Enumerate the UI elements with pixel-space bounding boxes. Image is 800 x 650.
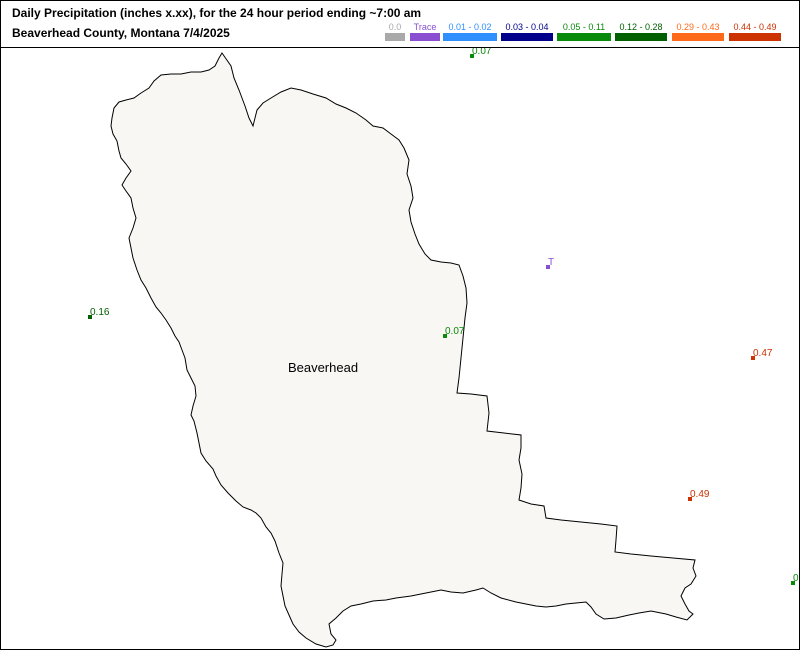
legend-swatch (410, 33, 440, 41)
legend-item: 0.29 - 0.43 (672, 22, 724, 42)
legend-swatch (615, 33, 667, 41)
station-value-label: 0.07 (472, 48, 492, 57)
legend-label: 0.01 - 0.02 (448, 22, 492, 32)
legend-label: 0.44 - 0.49 (733, 22, 777, 32)
legend-item: Trace (410, 22, 440, 42)
legend-swatch (557, 33, 611, 41)
legend-label: 0.03 - 0.04 (505, 22, 549, 32)
station-dot (791, 581, 795, 585)
station-dot (546, 265, 550, 269)
legend-item: 0.0 (385, 22, 405, 42)
station-dot (751, 356, 755, 360)
legend-item: 0.03 - 0.04 (501, 22, 553, 42)
station-value-label: 0.07 (445, 326, 465, 337)
legend-swatch (672, 33, 724, 41)
legend-label: Trace (413, 22, 437, 32)
station-dot (688, 497, 692, 501)
legend-label: 0.0 (388, 22, 402, 32)
legend-swatch (443, 33, 497, 41)
legend-swatch (729, 33, 781, 41)
county-map: Beaverhead 0.07 T 0.16 0.07 0.47 0.49 0 (88, 48, 799, 648)
legend-swatch (501, 33, 553, 41)
station-value-label: 0.49 (690, 489, 710, 500)
station-dot (443, 334, 447, 338)
legend-label: 0.05 - 0.11 (562, 22, 606, 32)
station-dot (470, 54, 474, 58)
legend-swatch (385, 33, 405, 41)
legend-item: 0.44 - 0.49 (729, 22, 781, 42)
station-value-label: T (548, 257, 554, 268)
county-outline-beaverhead (110, 52, 697, 648)
legend-item: 0.12 - 0.28 (615, 22, 667, 42)
station-value-label: 0 (793, 573, 799, 584)
legend-label: 0.12 - 0.28 (619, 22, 663, 32)
legend-item: 0.05 - 0.11 (557, 22, 611, 42)
station-value-label: 0.47 (753, 348, 773, 359)
station-value-label: 0.16 (90, 307, 110, 318)
station-markers: 0.07 T 0.16 0.07 0.47 0.49 0 (88, 48, 799, 585)
map-header: Daily Precipitation (inches x.xx), for t… (1, 1, 799, 48)
county-label-beaverhead: Beaverhead (288, 360, 358, 375)
legend-label: 0.29 - 0.43 (676, 22, 720, 32)
map-title: Daily Precipitation (inches x.xx), for t… (12, 6, 422, 20)
station-dot (88, 315, 92, 319)
map-subtitle: Beaverhead County, Montana 7/4/2025 (12, 26, 230, 40)
legend-item: 0.01 - 0.02 (443, 22, 497, 42)
